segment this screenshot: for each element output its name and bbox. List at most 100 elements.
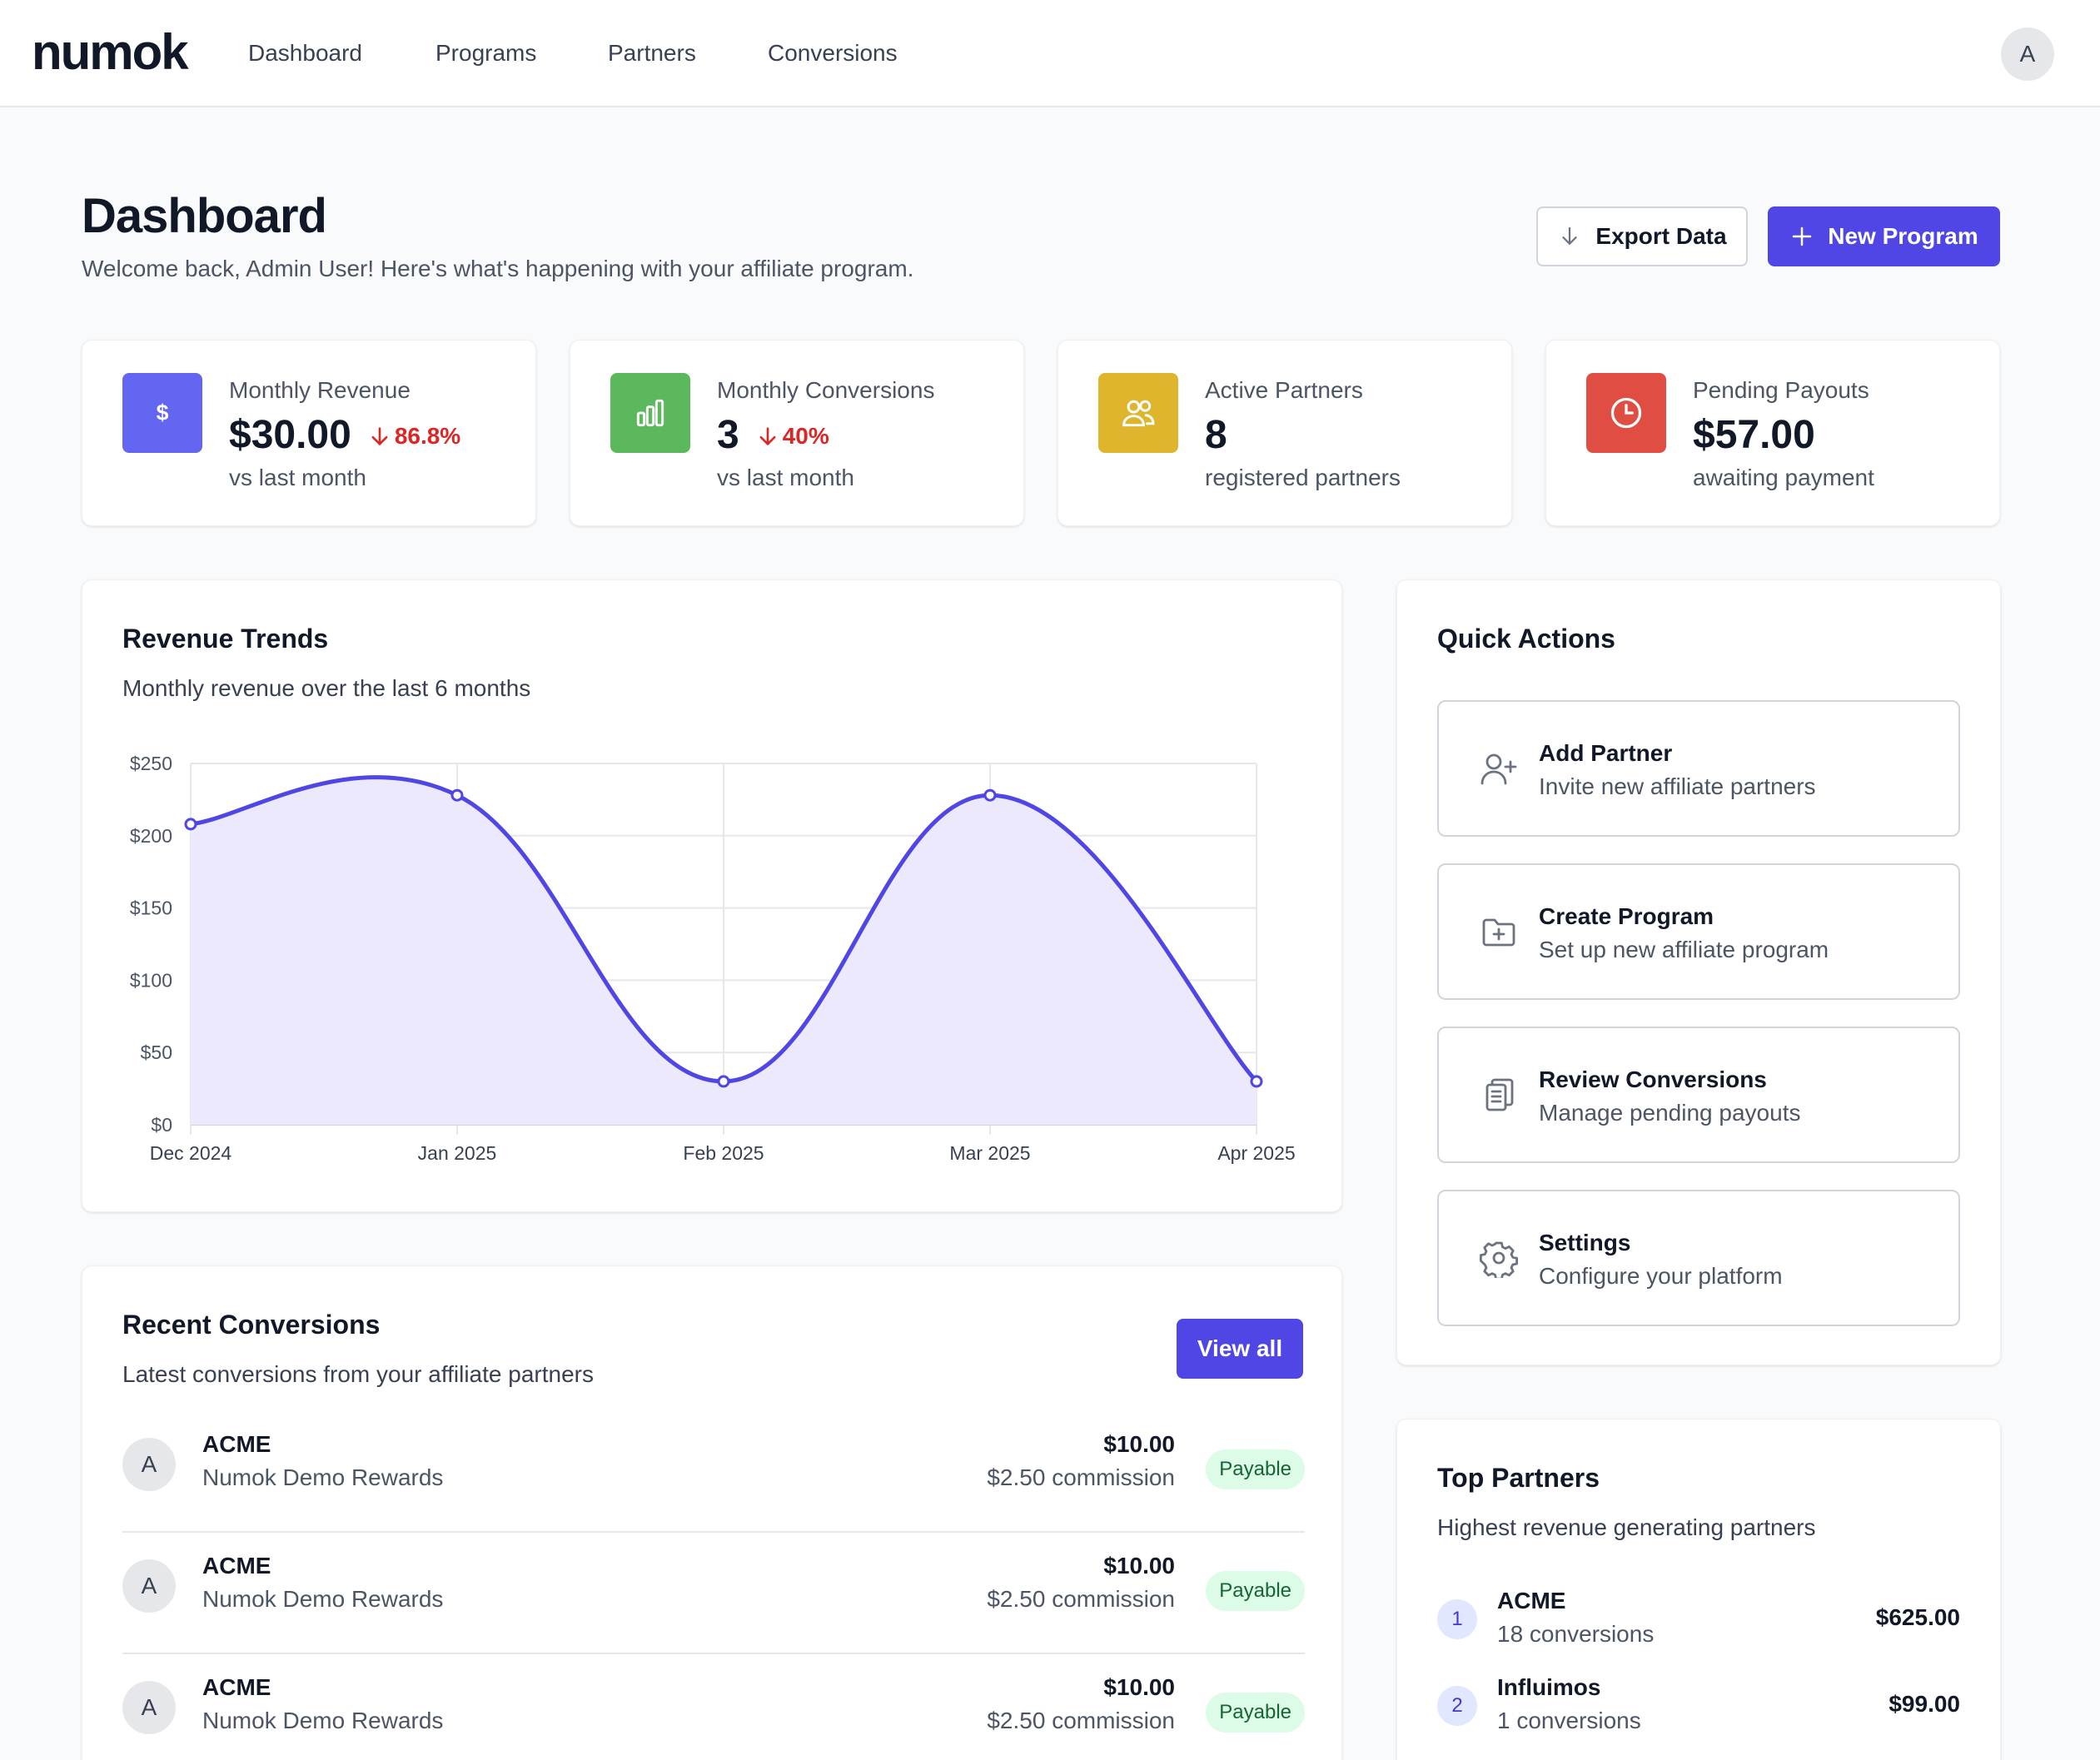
dollar-icon: $ [122, 373, 202, 453]
page-subtitle: Welcome back, Admin User! Here's what's … [82, 256, 914, 281]
top-partners-card: Top Partners Highest revenue generating … [1396, 1419, 2001, 1760]
conversion-row[interactable]: A ACME Numok Demo Rewards $10.00 $2.50 c… [122, 1654, 1305, 1760]
nav-partners[interactable]: Partners [608, 40, 696, 66]
export-data-button[interactable]: Export Data [1536, 206, 1748, 266]
clock-icon [1586, 373, 1666, 453]
stat-label: Monthly Revenue [229, 377, 411, 403]
x-tick-label: Dec 2024 [150, 1142, 232, 1164]
conversion-commission: $2.50 commission [987, 1708, 1175, 1733]
conversion-amount: $10.00 [1103, 1431, 1175, 1457]
stat-change: 40% [756, 423, 829, 450]
x-tick-label: Apr 2025 [1217, 1142, 1295, 1164]
stat-value: $30.00 86.8% [229, 412, 460, 458]
new-program-button[interactable]: New Program [1768, 206, 2000, 266]
y-tick-label: $50 [141, 1042, 172, 1063]
y-tick-label: $250 [130, 753, 172, 774]
quick-action-desc: Set up new affiliate program [1539, 937, 1829, 962]
conversion-commission: $2.50 commission [987, 1586, 1175, 1612]
stat-label: Pending Payouts [1693, 377, 1869, 403]
program-name: Numok Demo Rewards [202, 1464, 444, 1490]
arrow-down-icon [759, 427, 776, 445]
quick-action-settings[interactable]: Settings Configure your platform [1437, 1190, 1960, 1326]
partner-revenue: $625.00 [1875, 1604, 1960, 1630]
stat-value-text: 3 [717, 413, 739, 457]
y-tick-label: $0 [151, 1114, 172, 1136]
logo[interactable]: numok [32, 24, 189, 80]
stat-foot: awaiting payment [1693, 465, 1874, 490]
stat-value-text: 8 [1205, 413, 1227, 457]
stat-foot: vs last month [229, 465, 366, 490]
nav-conversions[interactable]: Conversions [768, 40, 898, 66]
conversion-amount: $10.00 [1103, 1553, 1175, 1579]
stat-card-monthly-revenue: $ Monthly Revenue $30.00 86.8% vs last m… [82, 340, 536, 526]
partner-avatar: A [122, 1559, 176, 1613]
stat-change-value: 86.8% [394, 423, 461, 449]
data-point[interactable] [450, 788, 464, 802]
recent-conversions-card: Recent Conversions Latest conversions fr… [82, 1265, 1342, 1760]
stat-value-text: $57.00 [1693, 413, 1815, 457]
conversion-row[interactable]: A ACME Numok Demo Rewards $10.00 $2.50 c… [122, 1533, 1305, 1654]
data-point[interactable] [184, 818, 197, 831]
stat-value: 3 40% [717, 412, 829, 458]
program-name: Numok Demo Rewards [202, 1586, 444, 1612]
stat-card-pending-payouts: Pending Payouts $57.00 awaiting payment [1545, 340, 2000, 526]
recent-conversions-title: Recent Conversions [122, 1310, 381, 1340]
y-tick-label: $150 [130, 897, 172, 919]
partner-conversions: 18 conversions [1497, 1621, 1655, 1647]
clipboard-icon [1485, 1078, 1514, 1111]
bar-chart-icon [610, 373, 690, 453]
download-icon [1562, 226, 1578, 245]
partner-name: ACME [202, 1553, 271, 1579]
nav-programs[interactable]: Programs [435, 40, 537, 66]
view-all-button[interactable]: View all [1177, 1319, 1303, 1379]
partner-rank: 1 [1437, 1599, 1477, 1639]
x-tick-label: Jan 2025 [418, 1142, 497, 1164]
arrow-down-icon [371, 427, 388, 445]
revenue-trends-card: Revenue Trends Monthly revenue over the … [82, 579, 1342, 1212]
partner-revenue: $99.00 [1889, 1691, 1960, 1717]
status-badge: Payable [1206, 1693, 1305, 1733]
stat-label: Monthly Conversions [717, 377, 935, 403]
stat-value: 8 [1205, 412, 1227, 458]
quick-action-review-conversions[interactable]: Review Conversions Manage pending payout… [1437, 1027, 1960, 1163]
data-point[interactable] [983, 788, 997, 802]
quick-action-create-program[interactable]: Create Program Set up new affiliate prog… [1437, 863, 1960, 1000]
quick-actions-title: Quick Actions [1437, 624, 1615, 654]
top-partner-row[interactable]: 2 Influimos 1 conversions $99.00 [1437, 1674, 1960, 1758]
gear-icon [1480, 1241, 1518, 1278]
revenue-trends-subtitle: Monthly revenue over the last 6 months [122, 675, 531, 701]
y-tick-label: $100 [130, 969, 172, 991]
quick-actions-card: Quick Actions Add Partner Invite new aff… [1396, 579, 2001, 1365]
conversion-row[interactable]: A ACME Numok Demo Rewards $10.00 $2.50 c… [122, 1411, 1305, 1533]
stat-foot: vs last month [717, 465, 854, 490]
row-divider [122, 1653, 1305, 1654]
export-data-label: Export Data [1595, 223, 1727, 249]
users-icon [1098, 373, 1178, 453]
y-tick-label: $200 [130, 825, 172, 847]
quick-action-title: Review Conversions [1539, 1066, 1767, 1092]
partner-avatar: A [122, 1438, 176, 1491]
recent-conversions-subtitle: Latest conversions from your affiliate p… [122, 1361, 594, 1387]
plus-icon [1793, 226, 1812, 246]
user-avatar[interactable]: A [2001, 27, 2054, 81]
quick-action-add-partner[interactable]: Add Partner Invite new affiliate partner… [1437, 700, 1960, 837]
svg-text:$: $ [157, 400, 169, 425]
quick-action-title: Create Program [1539, 903, 1714, 929]
x-tick-label: Mar 2025 [949, 1142, 1030, 1164]
stat-change: 86.8% [368, 423, 460, 450]
nav-dashboard[interactable]: Dashboard [248, 40, 362, 66]
quick-action-desc: Manage pending payouts [1539, 1100, 1801, 1126]
data-point[interactable] [1250, 1075, 1263, 1088]
data-point[interactable] [717, 1075, 730, 1088]
revenue-chart: $0 $50 $100 $150 $200 $250 Dec 2024 Jan 2025 Fe… [130, 753, 1296, 1164]
x-tick-label: Feb 2025 [683, 1142, 764, 1164]
quick-action-title: Add Partner [1539, 740, 1673, 766]
quick-action-desc: Invite new affiliate partners [1539, 773, 1816, 799]
stat-foot: registered partners [1205, 465, 1401, 490]
page-title: Dashboard [82, 189, 327, 243]
stat-card-active-partners: Active Partners 8 registered partners [1057, 340, 1512, 526]
stat-card-monthly-conversions: Monthly Conversions 3 40% vs last month [570, 340, 1024, 526]
status-badge: Payable [1206, 1571, 1305, 1611]
partner-name: Influimos [1497, 1674, 1601, 1700]
top-partner-row[interactable]: 1 ACME 18 conversions $625.00 [1437, 1588, 1960, 1671]
